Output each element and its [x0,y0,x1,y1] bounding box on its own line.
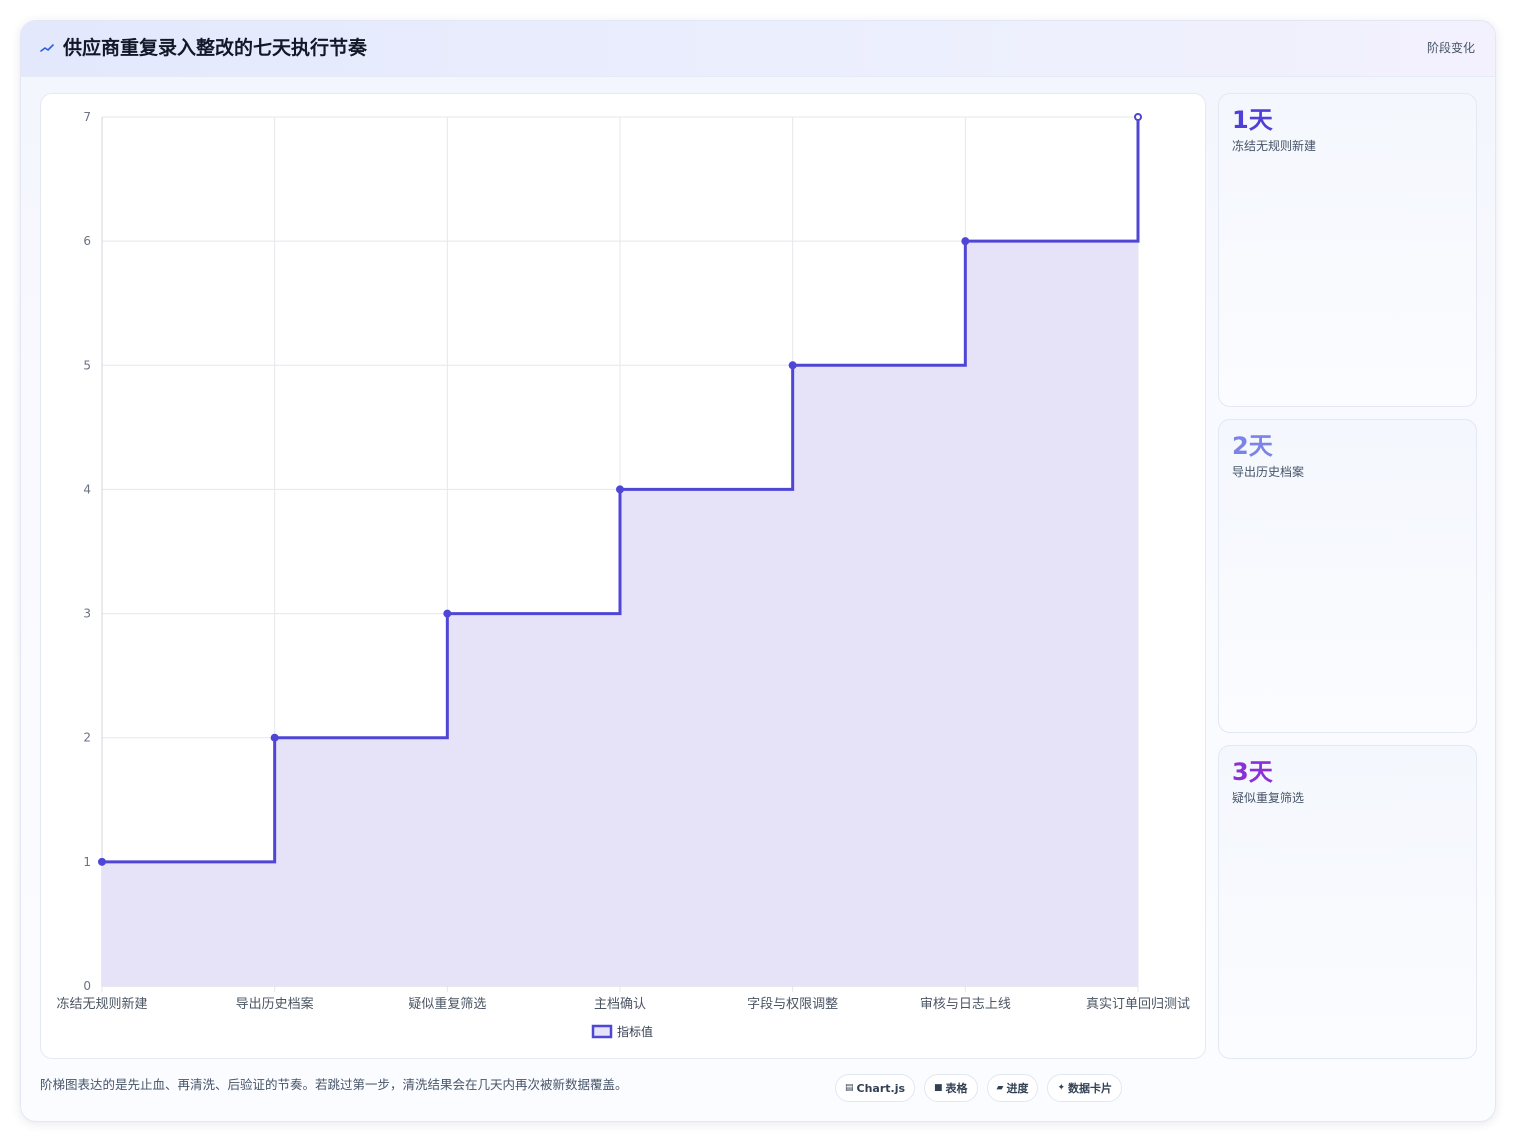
x-tick-label: 冻结无规则新建 [56,996,147,1012]
stat-card-value: 3天 [1232,758,1273,786]
legend-swatch [591,1024,613,1039]
stat-card-3: 3天 疑似重复筛选 [1218,745,1477,1059]
card-header: 供应商重复录入整改的七天执行节奏 阶段变化 [21,21,1495,77]
y-tick-label: 1 [83,855,91,869]
chip-label: Chart.js [856,1081,906,1095]
x-tick-label: 审核与日志上线 [920,997,1011,1012]
chip-label: 进度 [1006,1082,1029,1095]
y-tick-label: 3 [83,607,91,621]
trend-line-icon [40,44,54,52]
x-tick-label: 导出历史档案 [236,997,314,1012]
report-card: 供应商重复录入整改的七天执行节奏 阶段变化 0 1 2 3 4 5 6 7 冻结无规则新建 导出历… [20,20,1496,1122]
y-tick-label: 5 [83,358,91,372]
x-tick-label: 真实订单回归测试 [1086,997,1190,1012]
chip-label: 数据卡片 [1068,1082,1113,1095]
x-tick-label: 主档确认 [594,997,646,1012]
stat-card-2: 2天 导出历史档案 [1218,419,1477,733]
step-chart: 0 1 2 3 4 5 6 7 冻结无规则新建 导出历史档案 疑似重复筛选 主档确认 字段与权限调整 审核… [56,110,1190,1039]
chip-chartjs[interactable]: ▤ Chart.js [835,1074,916,1102]
stat-card-value: 2天 [1232,432,1273,460]
chart-panel: 0 1 2 3 4 5 6 7 冻结无规则新建 导出历史档案 疑似重复筛选 主档确认 字段与权限调整 审核… [40,93,1206,1059]
x-tick-label: 疑似重复筛选 [408,996,486,1012]
header-tag: 阶段变化 [1426,41,1475,55]
stat-card-value: 1天 [1232,106,1273,134]
sparkle-icon: ✦ [1057,1083,1066,1093]
progress-icon: ▰ [996,1083,1004,1093]
x-tick-label: 字段与权限调整 [747,996,838,1012]
footer-note: 阶梯图表达的是先止血、再清洗、后验证的节奏。若跳过第一步，清洗结果会在几天内再次… [40,1077,628,1092]
data-point [98,857,106,866]
y-tick-label: 7 [83,110,91,124]
chart-icon: ▤ [845,1083,854,1093]
page-title: 供应商重复录入整改的七天执行节奏 [63,37,368,59]
y-tick-label: 6 [83,234,91,248]
data-point [1134,113,1142,121]
data-point [616,485,624,494]
stat-card-label: 导出历史档案 [1232,465,1305,479]
tag-chips: ▤ Chart.js ■ 表格 ▰ 进度 ✦ 数据卡片 [835,1074,1123,1102]
y-tick-label: 4 [83,482,91,496]
table-icon: ■ [934,1083,943,1093]
stat-card-label: 冻结无规则新建 [1232,139,1317,153]
chip-progress[interactable]: ▰ 进度 [986,1074,1039,1102]
data-point [961,237,970,246]
legend-label: 指标值 [617,1024,653,1039]
stat-card-label: 疑似重复筛选 [1232,791,1305,805]
data-point [788,361,797,370]
data-point [443,609,452,618]
y-tick-label: 2 [83,731,91,745]
chip-table[interactable]: ■ 表格 [924,1074,978,1102]
stat-card-1: 1天 冻结无规则新建 [1218,93,1477,407]
y-tick-label: 0 [83,979,91,993]
chip-label: 表格 [945,1082,968,1095]
chip-data-cards[interactable]: ✦ 数据卡片 [1047,1074,1123,1102]
data-point [270,733,279,742]
